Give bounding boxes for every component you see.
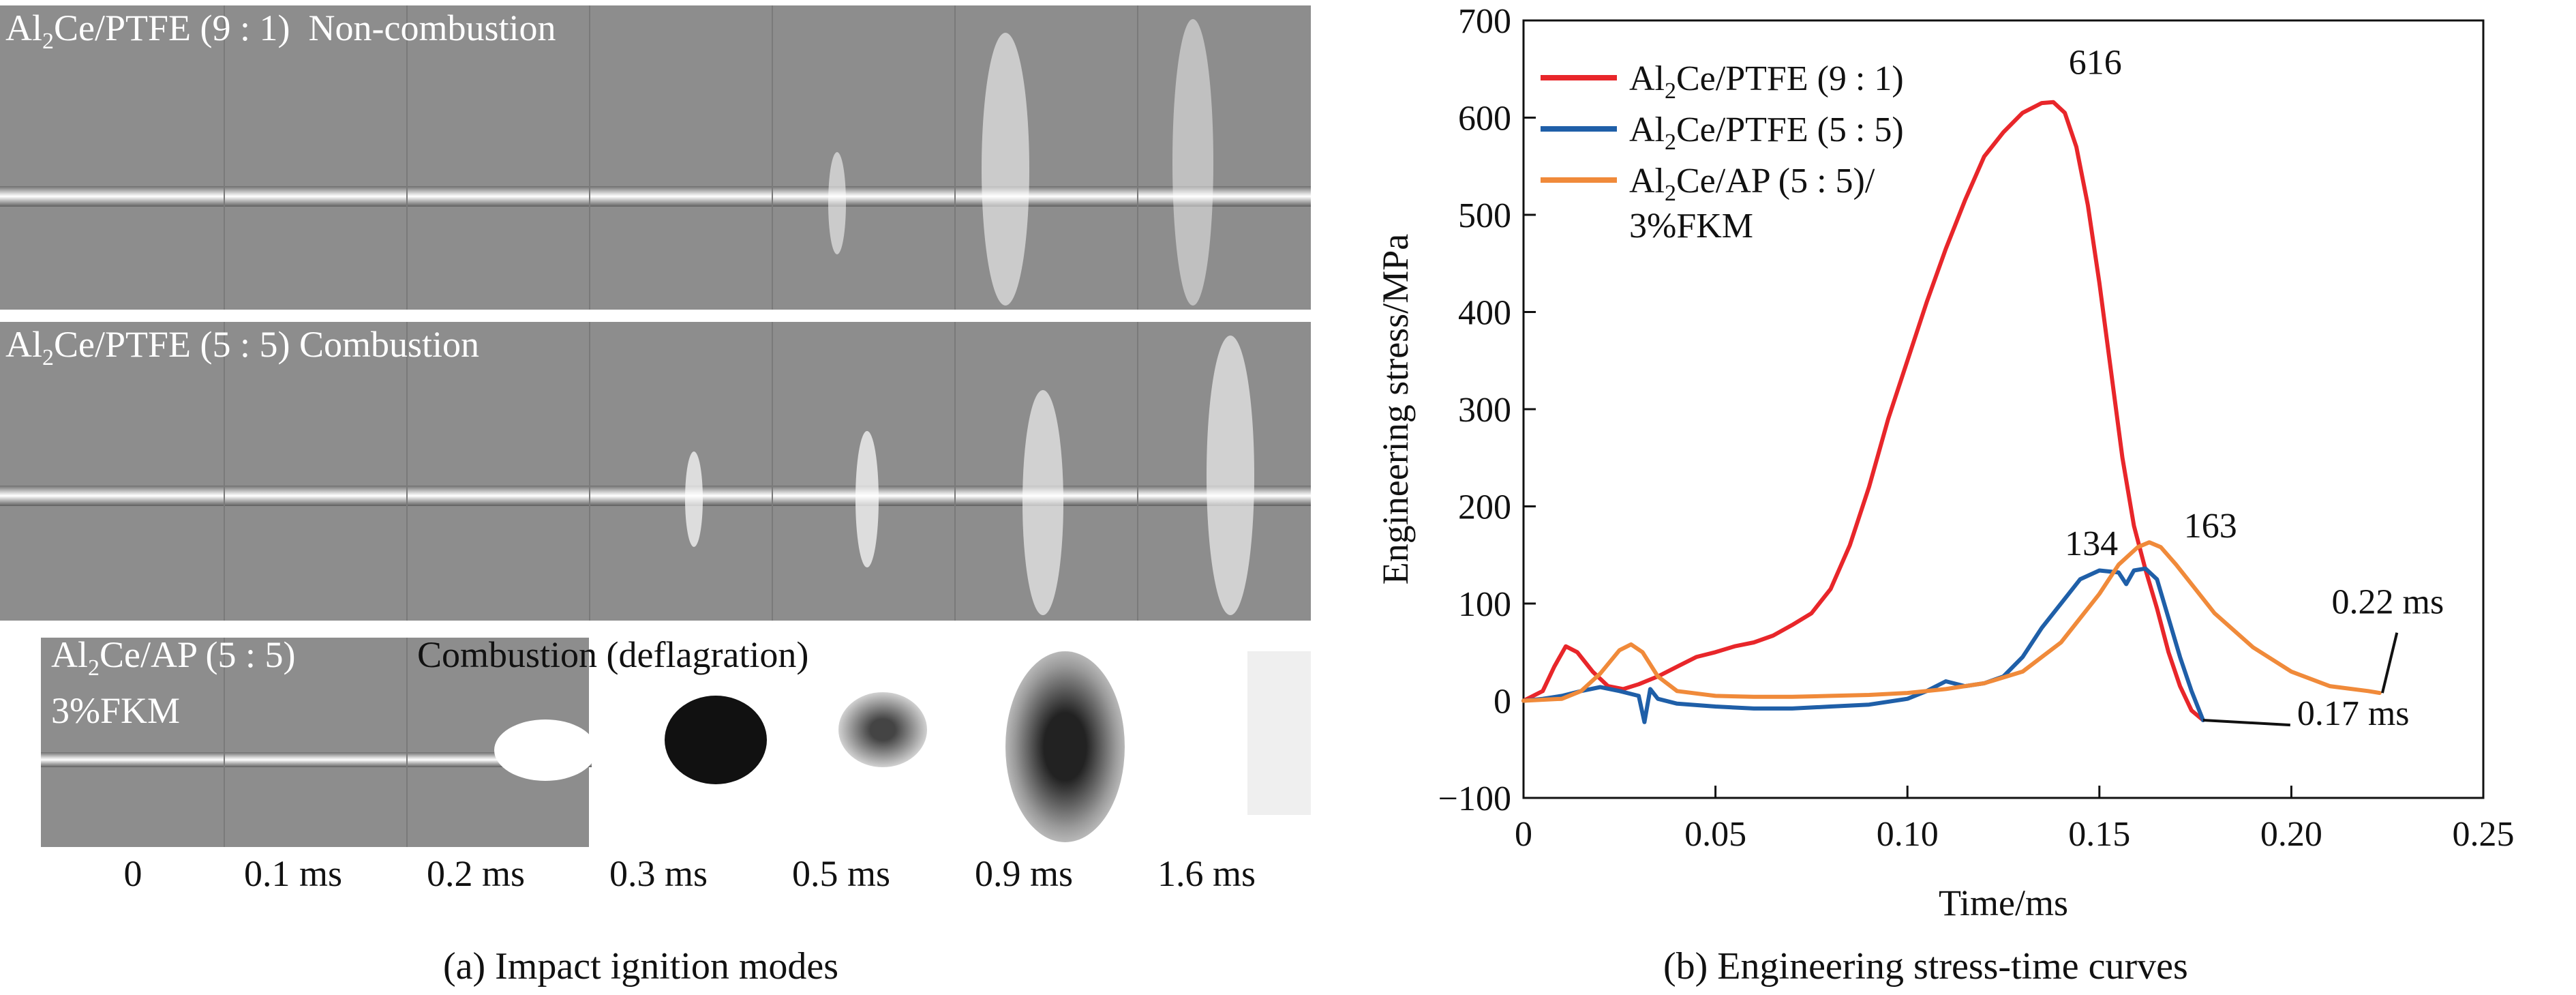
- annotation-label: 0.22 ms: [2332, 582, 2444, 621]
- x-axis-label: Time/ms: [1939, 882, 2068, 923]
- annotation-label: 134: [2065, 524, 2118, 563]
- frame-divider: [589, 322, 772, 621]
- impact-flash: [828, 152, 846, 254]
- frame-divider: [224, 638, 406, 847]
- caption-b: (b) Engineering stress-time curves: [1663, 945, 2188, 987]
- frame-divider: [1137, 322, 1311, 621]
- y-tick-label: 200: [1458, 488, 1511, 527]
- time-label: 0.5 ms: [791, 853, 891, 894]
- legend-label-1: Al2Ce/PTFE (9 : 1): [1629, 59, 1904, 104]
- x-tick-label: 0: [1515, 815, 1532, 854]
- x-tick-label: 0.15: [2068, 815, 2130, 854]
- deflagration-plume: [838, 692, 927, 767]
- rod: [41, 752, 592, 767]
- annotation-label: 616: [2069, 43, 2122, 82]
- row-label-3: Al2Ce/AP (5 : 5) 3%FKM: [51, 638, 296, 731]
- row-label-2: Al2Ce/PTFE (5 : 5) Combustion: [5, 324, 480, 370]
- series-layer: [1521, 100, 2382, 724]
- series-line-2: [1521, 566, 2205, 724]
- frame-divider: [1137, 5, 1311, 310]
- time-label: 0: [123, 853, 142, 894]
- frame-divider: [954, 322, 1137, 621]
- frame-divider: [224, 322, 406, 621]
- caption-a: (a) Impact ignition modes: [443, 945, 839, 987]
- photo-strip-combustion: Al2Ce/PTFE (5 : 5) Combustion: [0, 322, 1311, 621]
- legend-label-2: Al2Ce/PTFE (5 : 5): [1629, 110, 1904, 155]
- y-tick-label: −100: [1438, 779, 1511, 818]
- annotation-label: 163: [2184, 507, 2237, 546]
- combustion-flash: [855, 431, 879, 567]
- rod: [0, 186, 1311, 207]
- deflagration-residue: [1247, 651, 1311, 815]
- y-tick-label: 0: [1494, 683, 1511, 722]
- y-tick-label: 600: [1458, 100, 1511, 138]
- frame-divider: [772, 5, 954, 310]
- impact-flash: [1172, 19, 1213, 306]
- row-mode-3: Combustion (deflagration): [417, 638, 809, 675]
- impact-flash: [982, 33, 1029, 306]
- frame-divider: [406, 638, 589, 847]
- combustion-flash: [1022, 390, 1063, 615]
- x-tick-label: 0.10: [1877, 815, 1939, 854]
- frame-divider: [224, 5, 406, 310]
- annotations: 616 134 163 0.22 ms 0.17 ms: [2065, 43, 2444, 733]
- time-label: 0.9 ms: [974, 853, 1074, 894]
- axes: 0 0.05 0.10 0.15 0.20 0.25−100010020030040050…: [1375, 2, 2515, 923]
- combustion-flash: [1207, 336, 1254, 615]
- y-tick-label: 100: [1458, 585, 1511, 624]
- rod: [0, 486, 1311, 506]
- legend-label-3: Al2Ce/AP (5 : 5)/: [1629, 162, 1875, 206]
- leader-line-0.17: [2202, 719, 2290, 727]
- x-tick-label: 0.05: [1684, 815, 1746, 854]
- combustion-flash: [685, 451, 703, 547]
- legend: Al2Ce/PTFE (9 : 1) Al2Ce/PTFE (5 : 5) Al2C…: [1541, 59, 1904, 246]
- y-tick-label: 400: [1458, 294, 1511, 333]
- frame-divider: [406, 322, 589, 621]
- frame-divider: [589, 5, 772, 310]
- leader-line-0.22: [2380, 632, 2399, 694]
- y-tick-label: 500: [1458, 196, 1511, 235]
- frame-divider: [954, 5, 1137, 310]
- series-line-3: [1521, 540, 2382, 703]
- photo-strip-deflagration: Al2Ce/AP (5 : 5) 3%FKM Combustion (deflag…: [0, 638, 1311, 847]
- row-label-1: Al2Ce/PTFE (9 : 1) Non-combustion: [5, 8, 556, 54]
- x-tick-label: 0.20: [2260, 815, 2322, 854]
- stress-time-chart: 0 0.05 0.10 0.15 0.20 0.25−100010020030040050…: [1375, 2, 2515, 923]
- legend-label-3-line2: 3%FKM: [1629, 207, 1753, 246]
- time-label: 0.3 ms: [609, 853, 708, 894]
- frame-divider: [772, 322, 954, 621]
- x-tick-label: 0.25: [2453, 815, 2515, 854]
- series-line-1: [1521, 100, 2205, 722]
- y-axis-label: Engineering stress/MPa: [1375, 234, 1416, 584]
- deflagration-plume: [1005, 651, 1125, 842]
- deflagration-plume: [494, 719, 596, 781]
- time-label: 0.2 ms: [426, 853, 526, 894]
- annotation-label: 0.17 ms: [2297, 694, 2410, 733]
- time-label: 0.1 ms: [243, 853, 343, 894]
- frame-divider: [406, 5, 589, 310]
- photo-strip-non-combustion: Al2Ce/PTFE (9 : 1) Non-combustion: [0, 5, 1311, 310]
- y-tick-label: 300: [1458, 391, 1511, 430]
- deflagration-plume: [665, 696, 767, 784]
- y-tick-label: 700: [1458, 2, 1511, 41]
- time-label: 1.6 ms: [1157, 853, 1256, 894]
